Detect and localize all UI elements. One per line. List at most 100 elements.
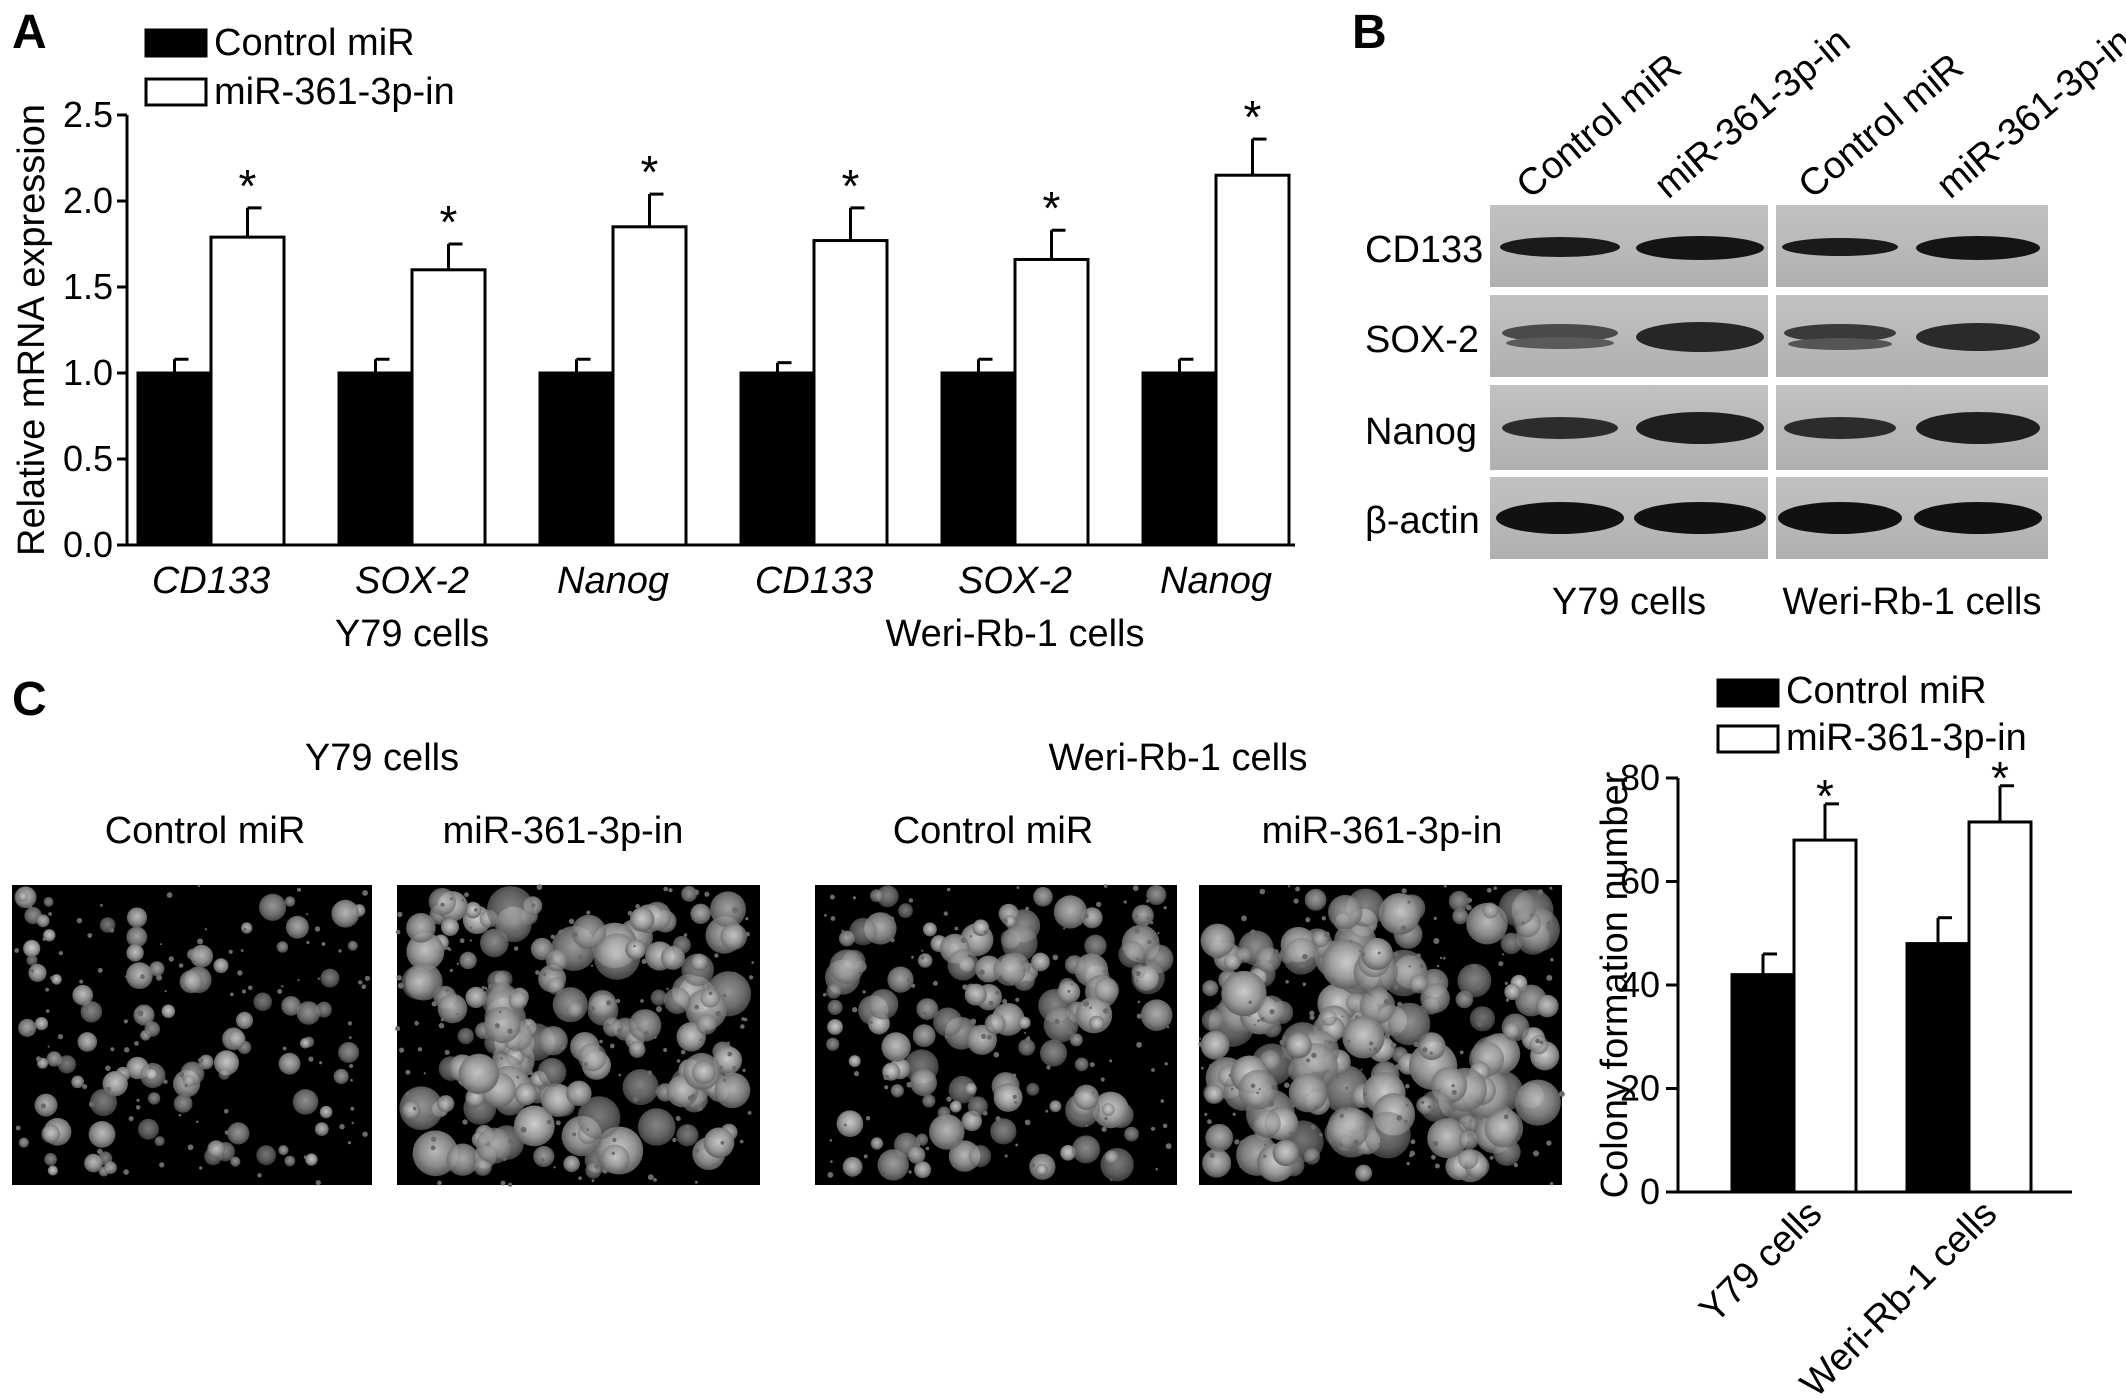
colony-group-title: Weri-Rb-1 cells (1048, 737, 1307, 779)
colony-speck (827, 1039, 832, 1044)
colony-speck (1085, 1124, 1088, 1127)
colony-spot (1253, 1109, 1281, 1138)
bar-control-miR (1141, 371, 1218, 547)
colony-speck (494, 1023, 500, 1029)
colony-speck (1477, 1022, 1482, 1027)
colony-photo-y79-mir361 (395, 884, 760, 1187)
colony-speck (719, 1065, 723, 1069)
colony-spot (829, 949, 864, 985)
colony-speck (500, 1180, 506, 1186)
legend-label-inhibitor: miR-361-3p-in (1786, 717, 2027, 759)
blot-band (1636, 322, 1764, 352)
colony-spot (18, 1137, 29, 1148)
colony-speck (699, 1038, 703, 1042)
colony-spot (1001, 925, 1038, 962)
bar-mir-361-3p-in (1792, 838, 1858, 1194)
colony-speck (1136, 1013, 1142, 1019)
colony-speck (469, 926, 473, 929)
colony-speck (653, 1178, 657, 1182)
colony-speck (1503, 1114, 1509, 1120)
colony-spot (207, 1140, 225, 1158)
colony-speck (417, 1047, 423, 1052)
colony-spot (547, 977, 565, 995)
colony-speck (1029, 1162, 1035, 1169)
colony-spot (57, 1055, 77, 1074)
colony-speck (445, 988, 450, 993)
colony-speck (1410, 1139, 1416, 1145)
colony-speck (469, 939, 472, 942)
colony-speck (1345, 1086, 1349, 1090)
colony-speck (1477, 985, 1482, 990)
colony-speck (1404, 1119, 1408, 1123)
colony-speck (995, 1116, 1001, 1122)
colony-speck (1433, 938, 1440, 944)
colony-speck (732, 1066, 737, 1071)
colony-speck (397, 911, 403, 918)
colony-speck (1355, 1015, 1359, 1019)
colony-spot (319, 1105, 333, 1119)
colony-spot (320, 968, 340, 988)
legend-label-control: Control miR (1786, 670, 1987, 712)
colony-speck (199, 1166, 203, 1170)
colony-spot (1409, 974, 1429, 994)
colony-speck (644, 1031, 649, 1037)
colony-speck (347, 1141, 352, 1145)
colony-speck (1332, 918, 1337, 923)
blot-row-label: Nanog (1365, 411, 1477, 453)
colony-speck (1397, 1001, 1403, 1007)
colony-speck (946, 1096, 952, 1102)
colony-speck (1135, 915, 1139, 919)
colony-spot (663, 987, 691, 1014)
colony-spot (1018, 1016, 1031, 1029)
colony-speck (1074, 1153, 1077, 1155)
colony-speck (461, 898, 465, 902)
colony-speck (1466, 904, 1472, 911)
colony-speck (1549, 886, 1553, 890)
colony-speck (1292, 1104, 1296, 1108)
colony-speck (1207, 1119, 1212, 1125)
bar-mir-361-3p-in (1013, 257, 1090, 547)
y-tick-label: 40 (1620, 964, 1660, 1005)
colony-spot (1101, 1103, 1115, 1116)
colony-speck (747, 1111, 752, 1115)
colony-spot (993, 1083, 1023, 1112)
colony-spot (213, 958, 229, 974)
colony-spot (691, 1060, 716, 1085)
colony-speck (1421, 1100, 1425, 1105)
colony-spot (125, 962, 153, 989)
bar-mir-361-3p-in (410, 268, 487, 547)
colony-spot (578, 1043, 607, 1072)
colony-speck (520, 1126, 527, 1133)
colony-speck (28, 1030, 34, 1036)
colony-speck (50, 976, 54, 980)
colony-spot (1504, 983, 1521, 1001)
colony-speck (397, 982, 404, 989)
colony-speck (1287, 885, 1291, 888)
colony-speck (462, 1119, 468, 1125)
bar-control-miR (136, 371, 213, 547)
colony-speck (241, 989, 246, 994)
colony-speck (358, 980, 363, 985)
colony-speck (315, 1180, 321, 1186)
colony-speck (197, 938, 204, 945)
colony-speck (110, 1047, 115, 1052)
bar-mir-361-3p-in (1967, 820, 2033, 1194)
colony-spot (1124, 1126, 1139, 1142)
colony-spot (842, 1156, 863, 1177)
colony-spot (566, 1080, 592, 1107)
colony-spot (1328, 894, 1363, 930)
colony-speck (76, 917, 83, 924)
colony-speck (1421, 1005, 1424, 1008)
colony-speck (829, 1139, 833, 1142)
colony-spot (1255, 947, 1282, 973)
colony-spot (514, 1082, 537, 1106)
colony-spot (89, 1088, 117, 1117)
colony-spot (23, 939, 41, 958)
colony-speck (1146, 916, 1150, 920)
colony-speck (586, 910, 591, 915)
colony-speck (583, 1062, 588, 1067)
colony-speck (706, 967, 710, 970)
colony-condition-label: miR-361-3p-in (1262, 810, 1503, 852)
colony-speck (184, 1083, 188, 1088)
colony-speck (654, 1036, 657, 1039)
